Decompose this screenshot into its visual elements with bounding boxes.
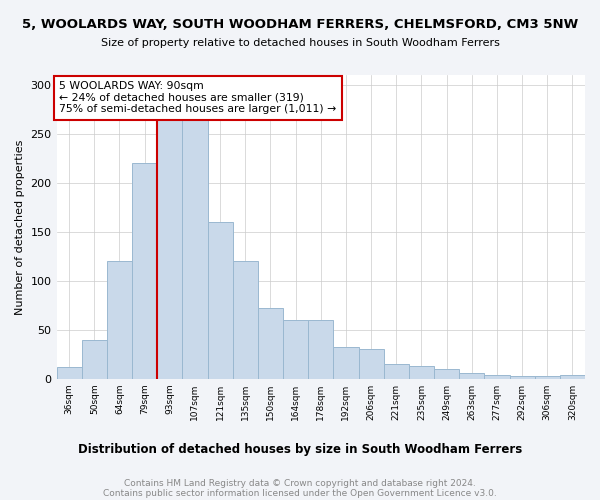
Bar bbox=[157, 104, 182, 379]
Bar bbox=[308, 320, 334, 379]
Bar bbox=[560, 375, 585, 379]
Text: Contains public sector information licensed under the Open Government Licence v3: Contains public sector information licen… bbox=[103, 488, 497, 498]
Bar bbox=[434, 369, 459, 379]
Text: Size of property relative to detached houses in South Woodham Ferrers: Size of property relative to detached ho… bbox=[101, 38, 499, 48]
Bar bbox=[182, 119, 208, 379]
Bar bbox=[509, 376, 535, 379]
Bar bbox=[484, 375, 509, 379]
Bar bbox=[208, 222, 233, 379]
Text: Distribution of detached houses by size in South Woodham Ferrers: Distribution of detached houses by size … bbox=[78, 442, 522, 456]
Bar bbox=[383, 364, 409, 379]
Bar bbox=[82, 340, 107, 379]
Bar bbox=[233, 261, 258, 379]
Bar bbox=[107, 261, 132, 379]
Bar bbox=[56, 367, 82, 379]
Bar bbox=[334, 348, 359, 379]
Text: Contains HM Land Registry data © Crown copyright and database right 2024.: Contains HM Land Registry data © Crown c… bbox=[124, 478, 476, 488]
Bar bbox=[132, 163, 157, 379]
Bar bbox=[535, 376, 560, 379]
Bar bbox=[283, 320, 308, 379]
Text: 5 WOOLARDS WAY: 90sqm
← 24% of detached houses are smaller (319)
75% of semi-det: 5 WOOLARDS WAY: 90sqm ← 24% of detached … bbox=[59, 81, 337, 114]
Bar bbox=[459, 373, 484, 379]
Bar bbox=[258, 308, 283, 379]
Bar bbox=[359, 350, 383, 379]
Text: 5, WOOLARDS WAY, SOUTH WOODHAM FERRERS, CHELMSFORD, CM3 5NW: 5, WOOLARDS WAY, SOUTH WOODHAM FERRERS, … bbox=[22, 18, 578, 30]
Y-axis label: Number of detached properties: Number of detached properties bbox=[15, 139, 25, 314]
Bar bbox=[409, 366, 434, 379]
